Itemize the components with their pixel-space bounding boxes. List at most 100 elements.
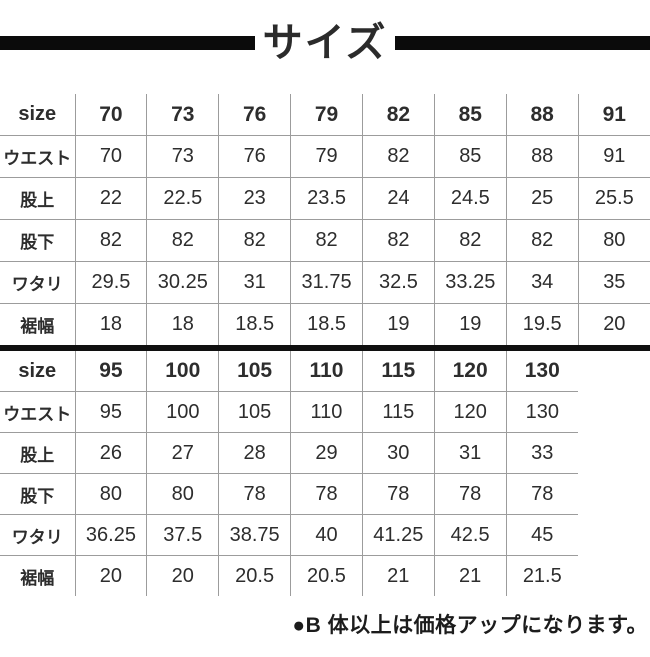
value-cell: 20	[577, 303, 650, 345]
value-cell: 31.75	[290, 261, 363, 304]
table-row: ワタリ 36.25 37.5 38.75 40 41.25 42.5 45	[0, 514, 578, 556]
size-header-value: 85	[433, 94, 507, 136]
row-label-cell: ウエスト	[0, 135, 75, 178]
value-cell: 22	[74, 177, 147, 220]
size-header-value: 110	[290, 351, 363, 392]
row-label-cell: 股上	[0, 432, 75, 474]
price-note: ●B 体以上は価格アップになります。	[292, 614, 648, 637]
value-cell: 20.5	[290, 555, 363, 596]
size-header-value: 120	[433, 351, 507, 392]
value-cell: 32.5	[362, 261, 435, 304]
value-cell: 25.5	[577, 177, 650, 220]
value-cell: 35	[577, 261, 650, 304]
size-header-label: size	[18, 103, 57, 125]
value-cell: 95	[74, 391, 147, 433]
value-cell: 85	[433, 135, 507, 178]
value-cell: 91	[577, 135, 650, 178]
row-label-cell: 裾幅	[0, 555, 75, 596]
value-cell: 82	[218, 219, 291, 262]
size-header-value: 100	[146, 351, 219, 392]
value-cell: 33.25	[433, 261, 507, 304]
size-header-value: 130	[505, 351, 578, 392]
value-cell: 20	[74, 555, 147, 596]
value-cell: 70	[74, 135, 147, 178]
size-table-70-91: size 70 73 76 79 82 85 88 91 ウエスト 70 73 76 79 82 85 88 91…	[0, 94, 650, 345]
value-cell: 45	[505, 514, 578, 556]
value-cell: 82	[74, 219, 147, 262]
value-cell: 27	[146, 432, 219, 474]
size-header-value: 91	[577, 94, 650, 136]
value-cell: 21	[361, 555, 435, 596]
value-cell: 82	[362, 135, 435, 178]
table-row: 股下 80 80 78 78 78 78 78	[0, 473, 578, 515]
size-header-value: 76	[218, 94, 291, 136]
value-cell: 78	[290, 473, 363, 515]
value-cell: 30	[361, 432, 435, 474]
value-cell: 76	[218, 135, 291, 178]
value-cell: 36.25	[74, 514, 147, 556]
value-cell: 25	[505, 177, 579, 220]
value-cell: 82	[290, 219, 363, 262]
size-header-label: size	[18, 359, 57, 382]
table-row: 裾幅 20 20 20.5 20.5 21 21 21.5	[0, 555, 578, 596]
value-cell: 42.5	[433, 514, 507, 556]
value-cell: 82	[146, 219, 219, 262]
table-row: 股上 22 22.5 23 23.5 24 24.5 25 25.5	[0, 177, 650, 220]
size-header-value: 82	[362, 94, 435, 136]
row-label-cell: 股下	[0, 219, 75, 262]
value-cell: 31	[433, 432, 507, 474]
row-label-cell: 股下	[0, 473, 75, 515]
value-cell: 24.5	[433, 177, 507, 220]
size-header-value: 79	[290, 94, 363, 136]
row-label-cell: ワタリ	[0, 261, 75, 304]
value-cell: 24	[362, 177, 435, 220]
value-cell: 41.25	[361, 514, 435, 556]
value-cell: 110	[290, 391, 363, 433]
value-cell: 130	[505, 391, 578, 433]
size-header-value: 115	[361, 351, 435, 392]
size-header-row: size 70 73 76 79 82 85 88 91	[0, 94, 650, 136]
value-cell: 40	[290, 514, 363, 556]
title-bar-right	[395, 36, 650, 50]
size-header-value: 73	[146, 94, 219, 136]
value-cell: 78	[361, 473, 435, 515]
value-cell: 78	[218, 473, 291, 515]
table-row: 股下 82 82 82 82 82 82 82 80	[0, 219, 650, 262]
value-cell: 80	[146, 473, 219, 515]
size-header-value: 88	[505, 94, 579, 136]
value-cell: 82	[362, 219, 435, 262]
size-header-value: 105	[218, 351, 291, 392]
value-cell: 115	[361, 391, 435, 433]
value-cell: 105	[218, 391, 291, 433]
size-table-95-130: size 95 100 105 110 115 120 130 ウエスト 95 100 105 110 1…	[0, 351, 578, 596]
value-cell: 28	[218, 432, 291, 474]
value-cell: 22.5	[146, 177, 219, 220]
value-cell: 33	[505, 432, 578, 474]
value-cell: 19.5	[505, 303, 579, 345]
size-header-value: 95	[74, 351, 147, 392]
value-cell: 18	[146, 303, 219, 345]
value-cell: 78	[433, 473, 507, 515]
value-cell: 20	[146, 555, 219, 596]
table-row: ウエスト 70 73 76 79 82 85 88 91	[0, 135, 650, 178]
value-cell: 26	[74, 432, 147, 474]
value-cell: 73	[146, 135, 219, 178]
table-row: ワタリ 29.5 30.25 31 31.75 32.5 33.25 34 35	[0, 261, 650, 304]
value-cell: 19	[362, 303, 435, 345]
value-cell: 20.5	[218, 555, 291, 596]
title-header: サイズ	[0, 16, 650, 70]
value-cell: 29.5	[74, 261, 147, 304]
value-cell: 18	[74, 303, 147, 345]
page-title: サイズ	[262, 21, 388, 65]
row-label-cell: 股上	[0, 177, 75, 220]
value-cell: 37.5	[146, 514, 219, 556]
value-cell: 120	[433, 391, 507, 433]
value-cell: 18.5	[218, 303, 291, 345]
size-tables: size 70 73 76 79 82 85 88 91 ウエスト 70 73 76 79 82 85 88 91…	[0, 94, 650, 596]
table-divider	[0, 345, 650, 351]
value-cell: 23	[218, 177, 291, 220]
value-cell: 100	[146, 391, 219, 433]
value-cell: 19	[433, 303, 507, 345]
value-cell: 78	[505, 473, 578, 515]
